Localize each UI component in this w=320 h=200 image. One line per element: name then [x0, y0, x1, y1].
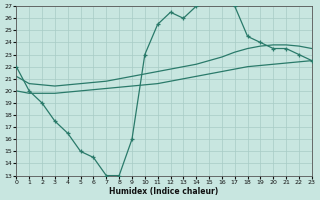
- X-axis label: Humidex (Indice chaleur): Humidex (Indice chaleur): [109, 187, 219, 196]
